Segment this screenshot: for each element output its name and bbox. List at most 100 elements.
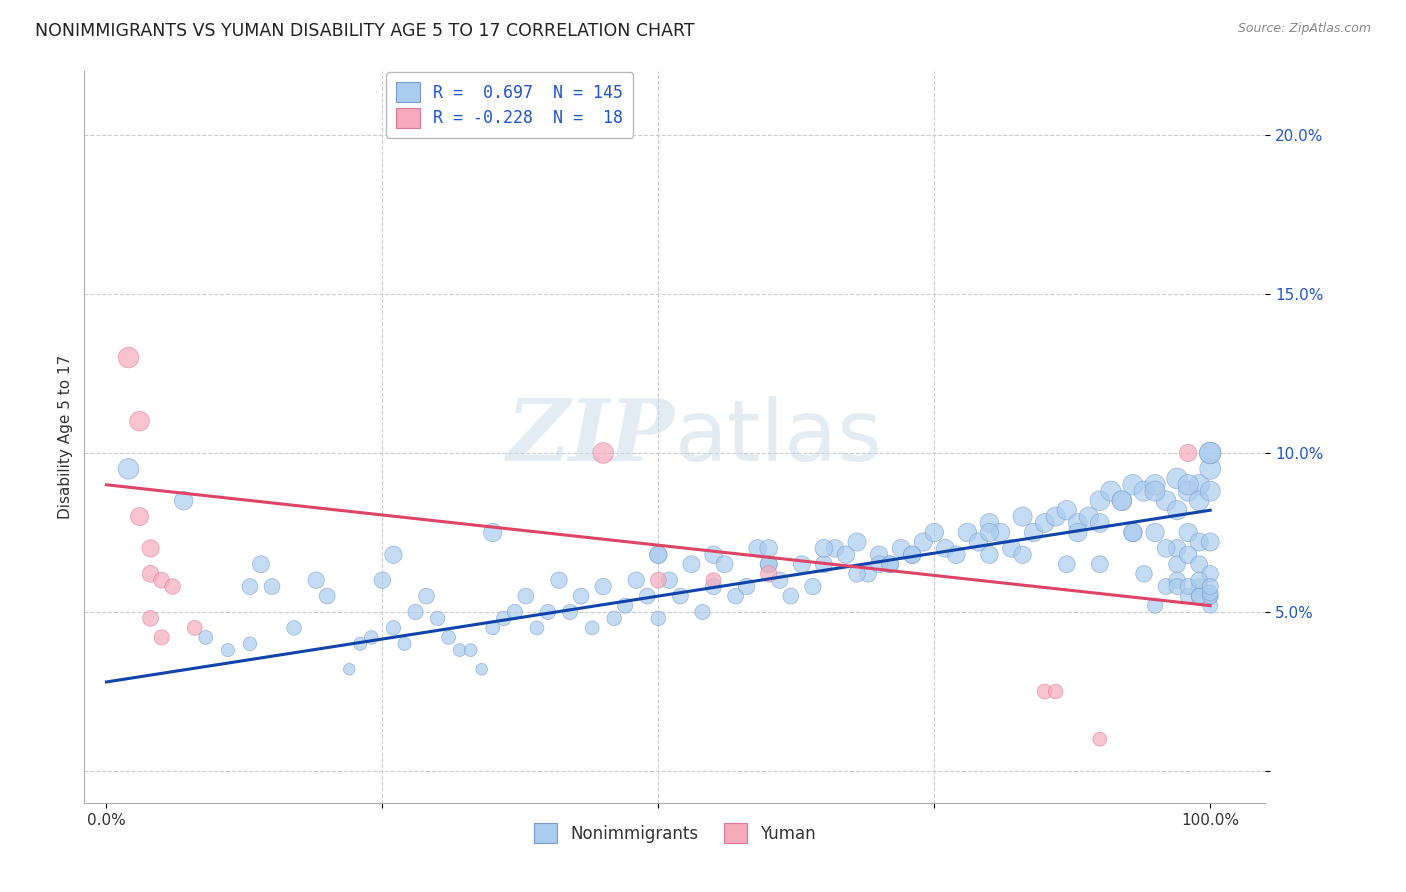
Point [692,605,714,619]
Point [537,605,560,619]
Point [614,599,637,613]
Point [758,558,780,572]
Point [1177,484,1199,499]
Point [1199,566,1222,581]
Point [1011,509,1033,524]
Point [117,351,139,365]
Point [162,580,184,594]
Point [1199,589,1222,603]
Point [250,558,273,572]
Point [394,637,416,651]
Point [184,621,207,635]
Point [415,589,437,603]
Point [758,566,780,581]
Point [1177,525,1199,540]
Point [1166,503,1188,517]
Point [922,525,945,540]
Point [1188,573,1211,587]
Point [1199,484,1222,499]
Point [1122,525,1144,540]
Point [824,541,846,556]
Point [724,589,747,603]
Point [979,516,1001,530]
Point [405,605,427,619]
Point [481,525,503,540]
Point [592,580,614,594]
Point [569,589,592,603]
Point [426,611,449,625]
Point [1177,580,1199,594]
Point [868,558,890,572]
Point [647,548,669,562]
Point [128,414,150,428]
Point [1177,446,1199,460]
Point [1166,471,1188,485]
Point [702,573,724,587]
Point [139,541,162,556]
Point [371,573,394,587]
Point [1056,558,1078,572]
Point [1166,541,1188,556]
Point [1188,558,1211,572]
Point [747,541,769,556]
Point [702,548,724,562]
Point [879,558,901,572]
Point [658,573,681,587]
Point [1045,509,1067,524]
Point [239,580,262,594]
Point [526,621,548,635]
Point [117,462,139,476]
Point [1143,484,1166,499]
Point [956,525,979,540]
Point [934,541,956,556]
Point [1056,503,1078,517]
Point [1022,525,1045,540]
Point [1199,599,1222,613]
Point [1088,732,1111,747]
Point [1088,516,1111,530]
Point [990,525,1012,540]
Point [1199,586,1222,600]
Point [1154,580,1177,594]
Point [503,605,526,619]
Point [1188,589,1211,603]
Point [1199,446,1222,460]
Point [758,558,780,572]
Point [481,621,503,635]
Point [1133,484,1156,499]
Point [1166,558,1188,572]
Point [626,573,648,587]
Point [1166,573,1188,587]
Point [558,605,581,619]
Point [967,535,990,549]
Point [349,637,371,651]
Point [1154,541,1177,556]
Point [1088,493,1111,508]
Point [1199,580,1222,594]
Point [1088,558,1111,572]
Point [1188,589,1211,603]
Point [1045,684,1067,698]
Point [846,566,869,581]
Point [592,446,614,460]
Point [260,580,283,594]
Point [1099,484,1122,499]
Point [548,573,571,587]
Point [1177,548,1199,562]
Point [1033,684,1056,698]
Point [1188,580,1211,594]
Point [283,621,305,635]
Point [945,548,967,562]
Point [337,662,360,676]
Point [382,621,405,635]
Point [382,548,405,562]
Point [139,566,162,581]
Y-axis label: Disability Age 5 to 17: Disability Age 5 to 17 [58,355,73,519]
Point [1199,462,1222,476]
Point [239,637,262,651]
Text: atlas: atlas [675,395,883,479]
Point [1133,566,1156,581]
Point [150,631,173,645]
Point [1188,477,1211,491]
Point [217,643,239,657]
